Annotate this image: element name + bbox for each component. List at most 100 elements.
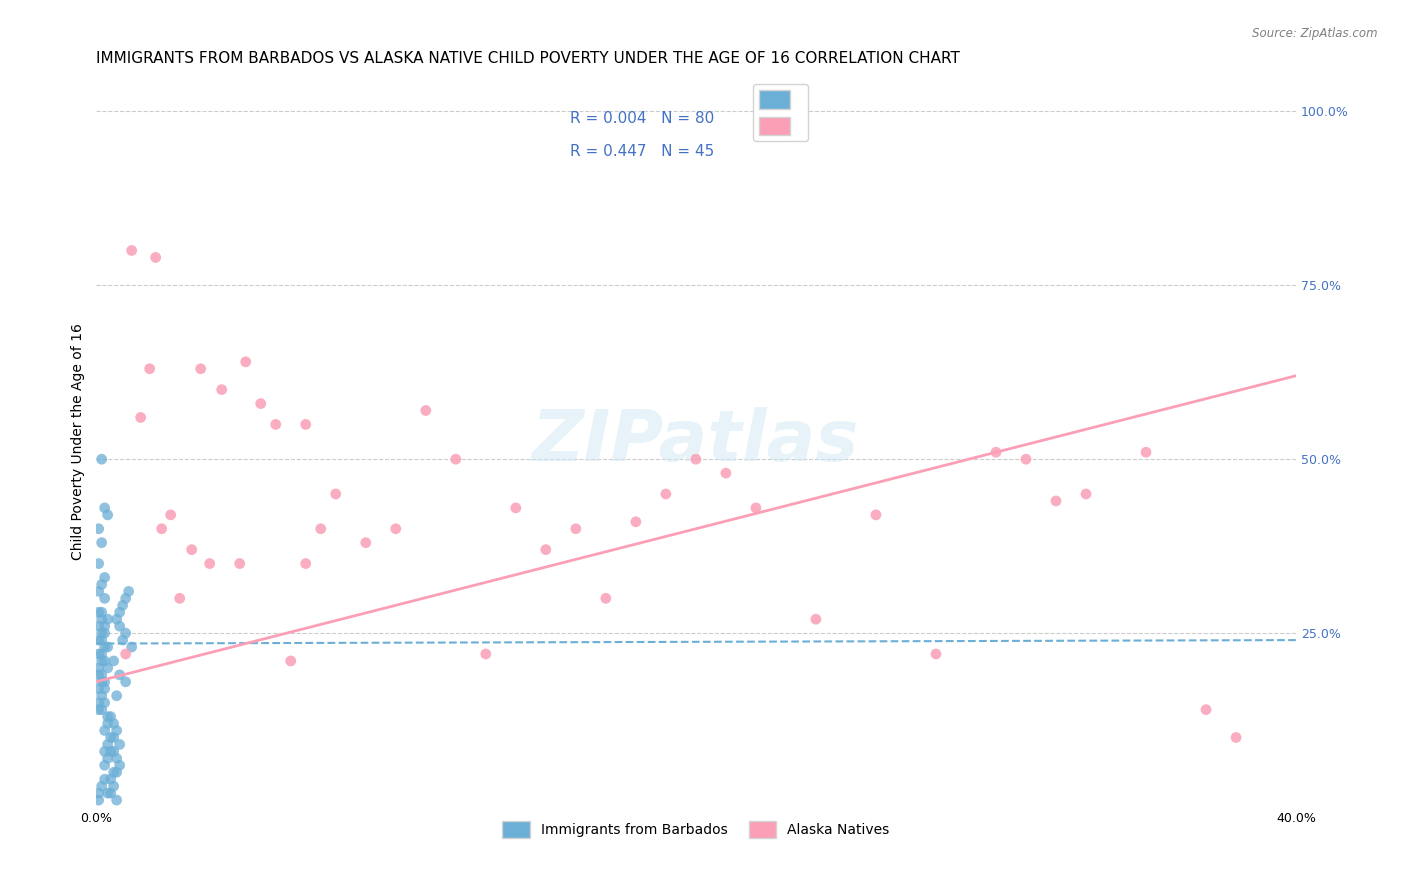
Point bbox=[103, 765, 125, 780]
Point bbox=[97, 661, 120, 675]
Point bbox=[87, 681, 110, 696]
Point bbox=[97, 508, 120, 522]
Point bbox=[90, 654, 112, 668]
Point bbox=[354, 535, 377, 549]
Point bbox=[114, 626, 136, 640]
Point bbox=[114, 647, 136, 661]
Point bbox=[105, 689, 128, 703]
Point bbox=[93, 681, 115, 696]
Point bbox=[114, 674, 136, 689]
Point bbox=[90, 689, 112, 703]
Text: R = 0.447   N = 45: R = 0.447 N = 45 bbox=[569, 144, 714, 159]
Point bbox=[108, 738, 131, 752]
Point bbox=[108, 619, 131, 633]
Point bbox=[198, 557, 221, 571]
Point bbox=[105, 765, 128, 780]
Point bbox=[685, 452, 707, 467]
Point bbox=[97, 709, 120, 723]
Point bbox=[505, 500, 527, 515]
Text: R = 0.004   N = 80: R = 0.004 N = 80 bbox=[569, 112, 714, 127]
Point bbox=[93, 674, 115, 689]
Point bbox=[309, 522, 332, 536]
Point bbox=[90, 577, 112, 591]
Point bbox=[105, 612, 128, 626]
Point bbox=[1015, 452, 1038, 467]
Point bbox=[90, 703, 112, 717]
Point bbox=[150, 522, 173, 536]
Point bbox=[180, 542, 202, 557]
Point bbox=[235, 355, 257, 369]
Point bbox=[97, 738, 120, 752]
Point bbox=[169, 591, 191, 606]
Point bbox=[108, 605, 131, 619]
Point bbox=[384, 522, 406, 536]
Point bbox=[90, 452, 112, 467]
Point bbox=[138, 361, 160, 376]
Point bbox=[475, 647, 498, 661]
Point bbox=[93, 696, 115, 710]
Point bbox=[87, 619, 110, 633]
Point bbox=[87, 661, 110, 675]
Point bbox=[565, 522, 588, 536]
Point bbox=[90, 668, 112, 682]
Point bbox=[87, 584, 110, 599]
Point bbox=[87, 703, 110, 717]
Text: ZIPatlas: ZIPatlas bbox=[533, 408, 859, 476]
Point bbox=[93, 626, 115, 640]
Point bbox=[103, 744, 125, 758]
Point bbox=[280, 654, 302, 668]
Point bbox=[415, 403, 437, 417]
Point bbox=[190, 361, 212, 376]
Point bbox=[87, 793, 110, 807]
Point bbox=[105, 793, 128, 807]
Point bbox=[93, 772, 115, 787]
Point bbox=[108, 668, 131, 682]
Point bbox=[90, 535, 112, 549]
Point bbox=[90, 633, 112, 648]
Point bbox=[87, 786, 110, 800]
Point bbox=[103, 716, 125, 731]
Point bbox=[1045, 494, 1067, 508]
Point bbox=[93, 591, 115, 606]
Point bbox=[118, 584, 141, 599]
Point bbox=[100, 709, 122, 723]
Point bbox=[984, 445, 1007, 459]
Point bbox=[90, 647, 112, 661]
Point bbox=[87, 522, 110, 536]
Point bbox=[249, 396, 271, 410]
Text: Source: ZipAtlas.com: Source: ZipAtlas.com bbox=[1253, 27, 1378, 40]
Point bbox=[93, 640, 115, 654]
Point bbox=[100, 786, 122, 800]
Point bbox=[865, 508, 887, 522]
Point bbox=[294, 417, 316, 432]
Point bbox=[93, 654, 115, 668]
Point bbox=[228, 557, 250, 571]
Point bbox=[129, 410, 152, 425]
Point bbox=[264, 417, 287, 432]
Point bbox=[925, 647, 948, 661]
Point bbox=[87, 696, 110, 710]
Point bbox=[97, 612, 120, 626]
Point bbox=[111, 599, 134, 613]
Y-axis label: Child Poverty Under the Age of 16: Child Poverty Under the Age of 16 bbox=[72, 324, 86, 560]
Point bbox=[90, 779, 112, 793]
Point bbox=[111, 633, 134, 648]
Point bbox=[97, 716, 120, 731]
Point bbox=[87, 647, 110, 661]
Point bbox=[90, 674, 112, 689]
Point bbox=[97, 751, 120, 765]
Point bbox=[624, 515, 647, 529]
Point bbox=[595, 591, 617, 606]
Point bbox=[100, 731, 122, 745]
Point bbox=[103, 731, 125, 745]
Point bbox=[121, 640, 143, 654]
Point bbox=[745, 500, 768, 515]
Point bbox=[97, 786, 120, 800]
Point bbox=[1074, 487, 1097, 501]
Legend: Immigrants from Barbados, Alaska Natives: Immigrants from Barbados, Alaska Natives bbox=[496, 816, 896, 844]
Text: IMMIGRANTS FROM BARBADOS VS ALASKA NATIVE CHILD POVERTY UNDER THE AGE OF 16 CORR: IMMIGRANTS FROM BARBADOS VS ALASKA NATIV… bbox=[96, 51, 959, 66]
Point bbox=[159, 508, 181, 522]
Point bbox=[93, 570, 115, 584]
Point bbox=[1135, 445, 1157, 459]
Point bbox=[87, 557, 110, 571]
